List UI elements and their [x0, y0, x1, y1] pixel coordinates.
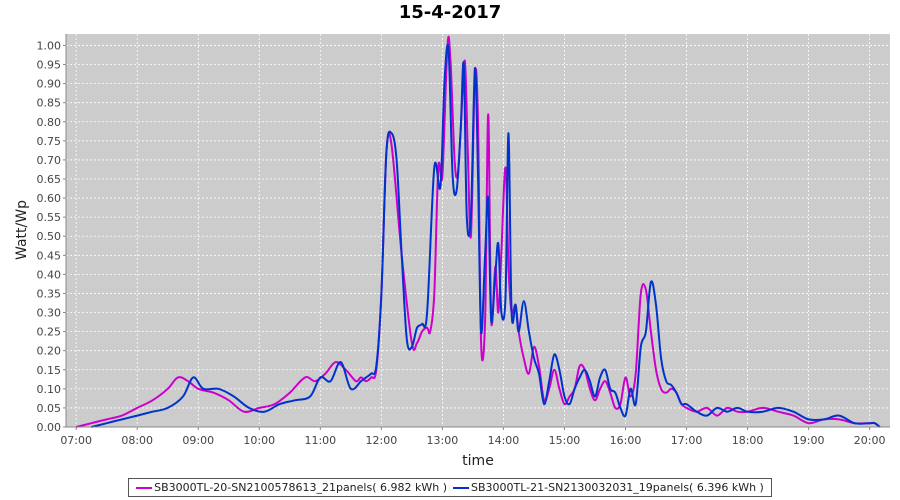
x-tick-labels: 07:00 08:00 09:00 10:00 11:00 12:00 13:00 14:00… [60, 434, 885, 447]
y-tick-label: 0.60 [37, 192, 62, 205]
x-tick-label: 17:00 [671, 434, 703, 447]
y-tick-label: 0.05 [37, 402, 62, 415]
legend-item-series-1: SB3000TL-20-SN2100578613_21panels( 6.982… [136, 481, 447, 494]
x-tick-label: 19:00 [793, 434, 825, 447]
axes [63, 34, 890, 430]
y-tick-label: 0.65 [37, 173, 62, 186]
y-tick-label: 0.10 [37, 383, 62, 396]
y-tick-label: 0.00 [37, 421, 62, 434]
y-tick-label: 0.45 [37, 249, 62, 262]
y-tick-label: 0.30 [37, 307, 62, 320]
x-tick-label: 09:00 [182, 434, 214, 447]
x-tick-label: 08:00 [121, 434, 153, 447]
y-tick-label: 1.00 [37, 39, 62, 52]
x-tick-label: 18:00 [732, 434, 764, 447]
y-tick-label: 0.20 [37, 345, 62, 358]
y-tick-label: 0.90 [37, 78, 62, 91]
legend-item-series-2: SB3000TL-21-SN2130032031_19panels( 6.396… [453, 481, 764, 494]
y-tick-label: 0.75 [37, 135, 62, 148]
y-axis-title: Watt/Wp [14, 200, 30, 260]
y-tick-label: 0.15 [37, 364, 62, 377]
series-line-2 [91, 43, 881, 428]
y-tick-label: 0.35 [37, 287, 62, 300]
y-tick-label: 0.40 [37, 268, 62, 281]
y-tick-label: 0.25 [37, 326, 62, 339]
x-tick-label: 12:00 [366, 434, 398, 447]
x-tick-label: 20:00 [854, 434, 886, 447]
x-tick-label: 15:00 [549, 434, 581, 447]
y-tick-labels: 0.00 0.05 0.10 0.15 0.20 0.25 0.30 0.35 0.40 0.45… [37, 39, 62, 434]
legend: SB3000TL-20-SN2100578613_21panels( 6.982… [128, 478, 772, 497]
x-tick-label: 16:00 [610, 434, 642, 447]
series-lines [75, 35, 881, 428]
x-tick-label: 14:00 [488, 434, 520, 447]
legend-label-series-2: SB3000TL-21-SN2130032031_19panels( 6.396… [471, 481, 764, 494]
chart-title: 15-4-2017 [398, 2, 502, 23]
y-tick-label: 0.80 [37, 116, 62, 129]
legend-swatch-series-2 [453, 486, 469, 489]
legend-swatch-series-1 [136, 486, 153, 489]
x-tick-label: 10:00 [243, 434, 275, 447]
legend-label-series-1: SB3000TL-20-SN2100578613_21panels( 6.982… [154, 481, 447, 494]
y-tick-label: 0.50 [37, 230, 62, 243]
y-tick-label: 0.55 [37, 211, 62, 224]
y-tick-label: 0.70 [37, 154, 62, 167]
y-tick-label: 0.95 [37, 59, 62, 72]
x-tick-label: 13:00 [427, 434, 459, 447]
x-tick-label: 11:00 [304, 434, 336, 447]
x-tick-label: 07:00 [60, 434, 92, 447]
x-axis-title: time [462, 453, 494, 469]
y-tick-label: 0.85 [37, 97, 62, 110]
